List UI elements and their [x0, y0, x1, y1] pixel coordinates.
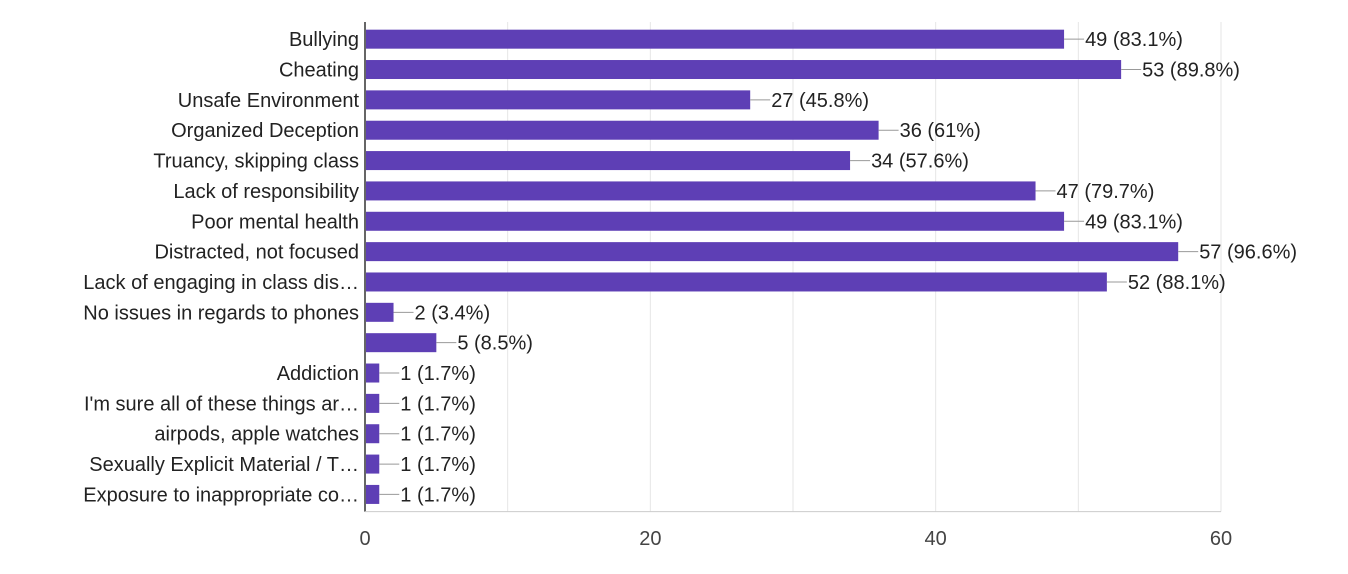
value-label: 36 (61%)	[900, 120, 981, 142]
value-label: 49 (83.1%)	[1085, 29, 1183, 51]
category-label: I'm sure all of these things ar…	[84, 393, 359, 415]
x-tick-label: 60	[1210, 528, 1232, 550]
value-label: 1 (1.7%)	[400, 393, 476, 415]
value-label: 1 (1.7%)	[400, 484, 476, 506]
bar	[366, 242, 1179, 262]
bar	[366, 120, 879, 140]
category-label: Unsafe Environment	[178, 90, 360, 112]
bar	[366, 60, 1122, 80]
category-label: Addiction	[277, 363, 359, 385]
bar	[366, 484, 380, 504]
category-labels: Bullying Cheating Unsafe Environment Organi…	[83, 29, 359, 506]
x-tick-label: 40	[925, 528, 947, 550]
value-label: 34 (57.6%)	[871, 151, 969, 173]
bar	[366, 211, 1065, 231]
bar	[366, 393, 380, 413]
x-tick-label: 20	[639, 528, 661, 550]
value-label: 57 (96.6%)	[1199, 242, 1297, 264]
category-label: Organized Deception	[171, 120, 359, 142]
bar	[366, 181, 1036, 201]
value-label: 1 (1.7%)	[400, 424, 476, 446]
bar	[366, 424, 380, 444]
value-label: 2 (3.4%)	[415, 302, 491, 324]
category-label: Lack of engaging in class dis…	[83, 272, 359, 294]
bar	[366, 333, 437, 353]
bars	[366, 29, 1179, 504]
x-tick-label: 0	[359, 528, 370, 550]
bar	[366, 90, 751, 110]
value-label: 27 (45.8%)	[771, 90, 869, 112]
category-label: No issues in regards to phones	[83, 302, 359, 324]
value-label: 52 (88.1%)	[1128, 272, 1226, 294]
value-label: 1 (1.7%)	[400, 454, 476, 476]
value-label: 1 (1.7%)	[400, 363, 476, 385]
bar	[366, 363, 380, 383]
value-label: 49 (83.1%)	[1085, 211, 1183, 233]
category-label: Sexually Explicit Material / T…	[89, 454, 359, 476]
category-label: Distracted, not focused	[154, 242, 359, 264]
value-labels: 49 (83.1%) 53 (89.8%) 27 (45.8%) 36 (61%) 34…	[379, 29, 1297, 506]
value-label: 47 (79.7%)	[1057, 181, 1155, 203]
category-label: Exposure to inappropriate co…	[83, 484, 359, 506]
value-label: 53 (89.8%)	[1142, 60, 1240, 82]
bar	[366, 302, 394, 322]
category-label: Lack of responsibility	[173, 181, 359, 203]
x-tick-labels: 0 20 40 60	[359, 528, 1232, 550]
bar	[366, 29, 1065, 49]
category-label: Cheating	[279, 60, 359, 82]
value-label: 5 (8.5%)	[457, 333, 533, 355]
bar	[366, 272, 1107, 292]
bar	[366, 151, 851, 171]
bar	[366, 454, 380, 474]
axes	[364, 22, 1221, 513]
category-label: Truancy, skipping class	[153, 151, 359, 173]
category-label: Poor mental health	[191, 211, 359, 233]
category-label: Bullying	[289, 29, 359, 51]
category-label: airpods, apple watches	[154, 424, 359, 446]
